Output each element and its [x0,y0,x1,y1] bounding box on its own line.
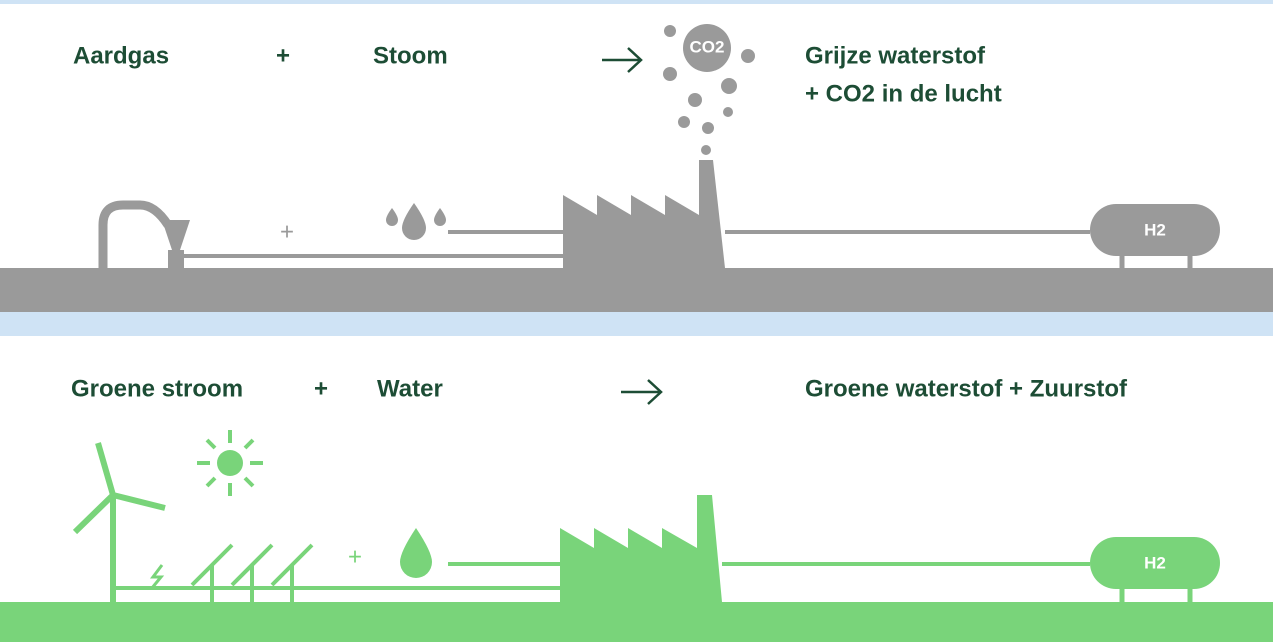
plus: + [276,42,290,69]
solar-panels [113,545,563,602]
steam-drops [386,203,446,240]
label: Stoom [373,42,448,69]
label: Groene waterstof + Zuurstof [805,375,1128,402]
sun [197,430,263,496]
label: Water [377,375,443,402]
label: Aardgas [73,42,169,69]
small-plus: + [280,218,294,245]
factory [560,495,722,602]
gray-ground [0,268,1273,312]
factory [563,160,725,268]
label: Grijze waterstof [805,42,986,69]
pipe [180,232,563,256]
arrow [621,380,661,404]
diagram: Aardgas + Stoom Grijze waterstof + CO2 i… [0,0,1273,642]
arrow [602,48,641,72]
tank-legs [1122,256,1190,268]
plus: + [314,375,328,402]
tank-label: H2 [1144,553,1166,572]
emission-label: CO2 [690,37,725,56]
tank-legs [1122,589,1190,602]
pipe [103,205,168,268]
valve [162,220,190,268]
water-drop [400,528,432,578]
label: Groene stroom [71,375,243,402]
green-ground [0,602,1273,642]
tank-label: H2 [1144,220,1166,239]
small-plus: + [348,543,362,570]
label: + CO2 in de lucht [805,80,1002,107]
top-strip [0,0,1273,4]
divider [0,312,1273,336]
